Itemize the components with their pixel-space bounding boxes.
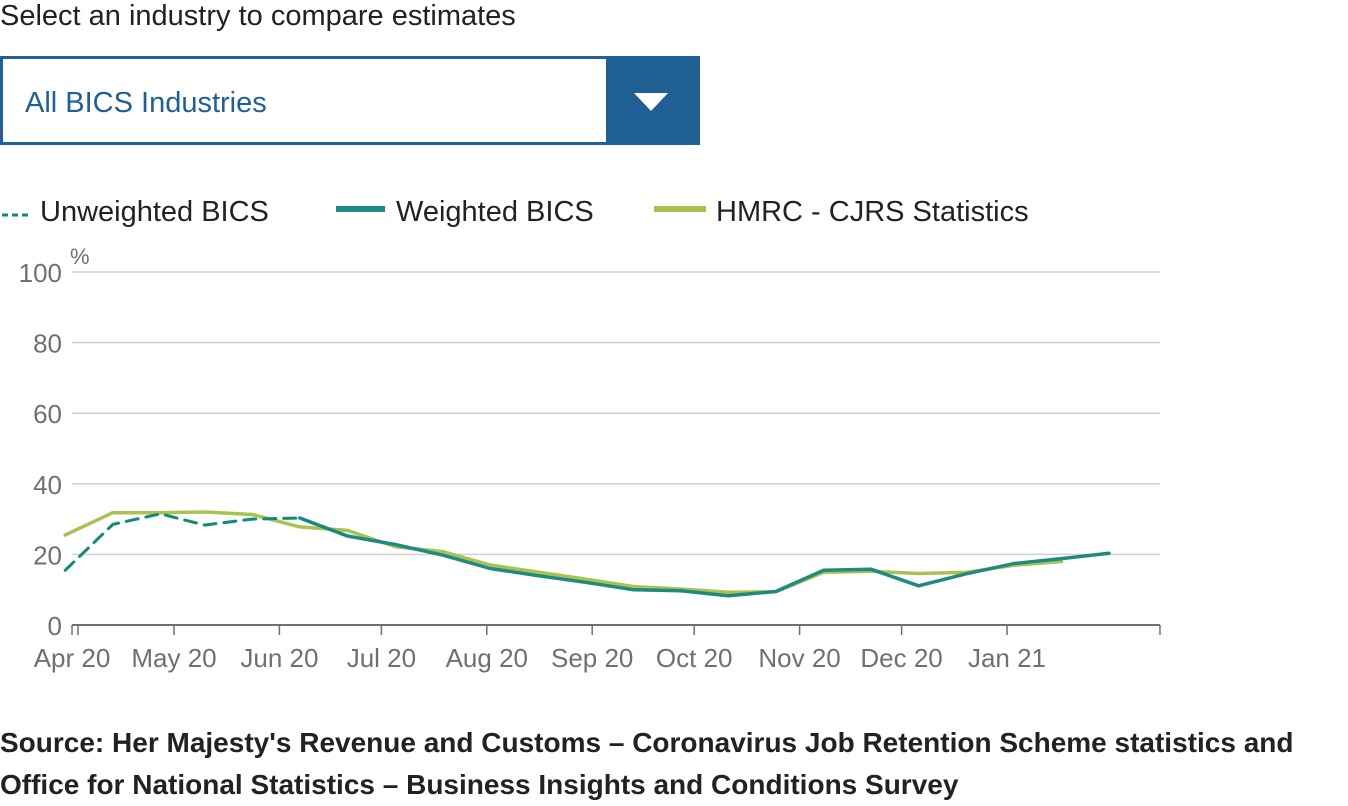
legend-item-weighted: Weighted BICS — [336, 196, 626, 236]
x-tick-label: Dec 20 — [860, 643, 942, 673]
series-line-hmrc-cjrs — [63, 510, 1064, 594]
legend-label-unweighted: Unweighted BICS — [40, 196, 269, 228]
series-line-unweighted-bics — [63, 512, 349, 572]
x-tick-label: Jun 20 — [240, 643, 318, 673]
x-tick-label: Oct 20 — [656, 643, 733, 673]
y-tick-label: 80 — [33, 329, 62, 359]
solid-line-swatch-icon — [654, 206, 706, 212]
series-lines — [63, 510, 1111, 598]
axes: 0 20 40 60 80 100% Apr 20 May 20 Jun 20 Jul 20 Aug… — [19, 244, 1161, 673]
industry-select[interactable]: All BICS Industries — [0, 56, 700, 145]
x-tick-label: Jul 20 — [347, 643, 416, 673]
y-tick-label: 20 — [33, 540, 62, 570]
x-tick-label: Nov 20 — [758, 643, 840, 673]
industry-select-value: All BICS Industries — [25, 87, 267, 119]
legend-label-hmrc: HMRC - CJRS Statistics — [716, 196, 1029, 228]
x-tick-label: Aug 20 — [446, 643, 528, 673]
y-tick-label: 100 — [19, 258, 62, 288]
dropdown-toggle-button[interactable] — [606, 59, 697, 142]
legend-item-unweighted: Unweighted BICS — [0, 196, 300, 236]
chevron-down-icon — [634, 93, 668, 111]
legend-item-hmrc: HMRC - CJRS Statistics — [654, 196, 1054, 236]
gridlines — [72, 271, 1160, 626]
y-tick-label: 60 — [33, 399, 62, 429]
y-tick-label: 40 — [33, 470, 62, 500]
solid-line-swatch-icon — [336, 206, 385, 212]
source-note: Source: Her Majesty's Revenue and Custom… — [0, 727, 1294, 800]
dropdown-prompt: Select an industry to compare estimates — [0, 0, 516, 32]
x-tick-label: Sep 20 — [551, 643, 633, 673]
legend-label-weighted: Weighted BICS — [396, 196, 594, 228]
y-axis-unit-label: % — [70, 244, 90, 269]
x-tick-label: Apr 20 — [34, 643, 111, 673]
series-line-weighted-bics — [298, 516, 1111, 598]
dashed-line-swatch-icon — [2, 213, 30, 217]
y-tick-label: 0 — [48, 611, 62, 641]
x-tick-label: May 20 — [131, 643, 216, 673]
x-tick-label: Jan 21 — [968, 643, 1046, 673]
line-chart: 0 20 40 60 80 100% Apr 20 May 20 Jun 20 Jul 20 Aug… — [19, 244, 1161, 673]
